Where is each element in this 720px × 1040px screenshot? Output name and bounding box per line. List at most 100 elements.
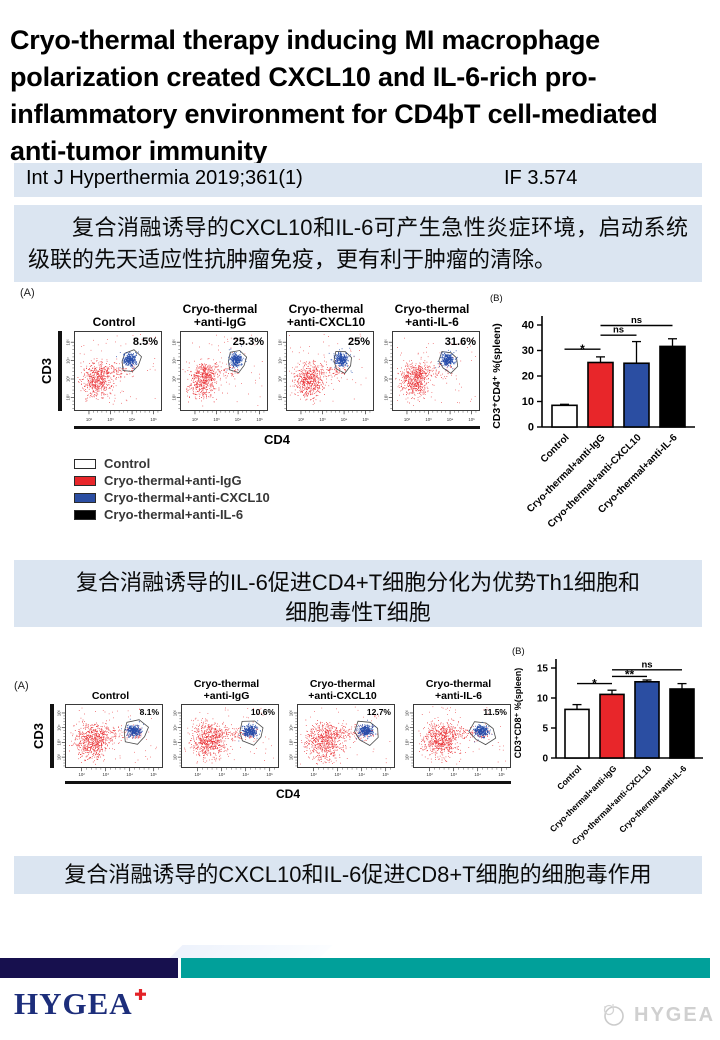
svg-text:10⁴: 10⁴ bbox=[126, 772, 133, 777]
legend-swatch-anti-il-6 bbox=[74, 509, 96, 520]
svg-text:10²: 10² bbox=[288, 753, 293, 760]
summary-text-3: 复合消融诱导的CXCL10和IL-6促进CD8+T细胞的细胞毒作用 bbox=[14, 856, 702, 894]
gate-polygon bbox=[468, 721, 497, 746]
svg-text:10³: 10³ bbox=[56, 739, 61, 746]
impact-factor: IF 3.574 bbox=[504, 167, 578, 189]
flow-plot-column: Cryo-thermal +anti-IgG 10² 10³ 10⁴ 10⁵ 10⁵ 10⁴… bbox=[170, 299, 270, 424]
legend-item: Cryo-thermal+anti-IL-6 bbox=[74, 506, 270, 523]
y-tick-label: 15 bbox=[537, 664, 549, 675]
watermark-text: HYGEA bbox=[634, 1003, 716, 1026]
flow-x-axis: CD4 bbox=[65, 781, 511, 801]
flow-cytometry-plot: 10² 10³ 10⁴ 10⁵ 10⁵ 10⁴ 10³ 10² 10.6% bbox=[172, 704, 279, 777]
flow-plot-title: Cryo-thermal +anti-CXCL10 bbox=[286, 302, 366, 330]
svg-text:10⁵: 10⁵ bbox=[172, 709, 177, 716]
bar bbox=[564, 708, 590, 759]
svg-text:10³: 10³ bbox=[425, 417, 432, 422]
gate-polygon bbox=[228, 350, 248, 374]
gate-percentage: 8.5% bbox=[133, 336, 158, 348]
svg-text:10⁵: 10⁵ bbox=[256, 417, 263, 422]
blue-gated-population bbox=[238, 720, 261, 742]
figure-2: (A) CD3 Control 10² 10³ 10⁴ 10⁵ 10⁵ 10⁴ 10³ 10² 8… bbox=[10, 640, 710, 854]
svg-text:10²: 10² bbox=[192, 417, 199, 422]
svg-text:10⁴: 10⁴ bbox=[288, 724, 293, 731]
legend-swatch-anti-igg bbox=[74, 475, 96, 486]
svg-text:10³: 10³ bbox=[319, 417, 326, 422]
gate-polygon bbox=[354, 720, 379, 746]
red-scatter-population bbox=[184, 707, 274, 764]
legend-swatch-anti-cxcl10 bbox=[74, 492, 96, 503]
flow-x-axis: CD4 bbox=[74, 426, 480, 447]
svg-text:10³: 10³ bbox=[383, 375, 388, 382]
flow-plot-title: Cryo-thermal +anti-CXCL10 bbox=[308, 678, 377, 702]
svg-text:10⁵: 10⁵ bbox=[404, 709, 409, 716]
svg-text:10²: 10² bbox=[195, 772, 202, 777]
flow-cytometry-plot: 10² 10³ 10⁴ 10⁵ 10⁵ 10⁴ 10³ 10² 11.5% bbox=[404, 704, 511, 777]
gate-percentage: 12.7% bbox=[367, 707, 392, 717]
blue-gated-population bbox=[226, 345, 247, 371]
significance-label: ns bbox=[631, 315, 642, 326]
figure-1: (A) CD3 Control 10² 10³ 10⁴ 10⁵ 10⁵ 10⁴ 10³ 10² 8… bbox=[10, 283, 710, 547]
y-axis-bar bbox=[50, 704, 54, 768]
bar bbox=[659, 345, 686, 428]
y-tick-label: 0 bbox=[528, 422, 534, 434]
svg-text:10⁴: 10⁴ bbox=[404, 724, 409, 731]
svg-text:10²: 10² bbox=[277, 394, 282, 401]
svg-text:10⁴: 10⁴ bbox=[129, 417, 136, 422]
svg-text:10³: 10³ bbox=[277, 375, 282, 382]
plot-frame bbox=[65, 704, 163, 768]
flow-plot-column: Cryo-thermal +anti-IL-6 10² 10³ 10⁴ 10⁵ 10⁵ 10… bbox=[404, 676, 513, 779]
legend-item: Cryo-thermal+anti-CXCL10 bbox=[74, 489, 270, 506]
citation-bar: Int J Hyperthermia 2019;361(1) IF 3.574 bbox=[14, 163, 702, 197]
gate-polygon bbox=[333, 351, 352, 374]
svg-text:10³: 10³ bbox=[219, 772, 226, 777]
y-tick-label: 10 bbox=[522, 396, 534, 408]
svg-text:10⁵: 10⁵ bbox=[150, 417, 157, 422]
bar-category-label: Cryo-thermal+anti-IL-6 bbox=[617, 763, 689, 835]
significance-label: * bbox=[592, 677, 597, 691]
flow-plot-column: Cryo-thermal +anti-CXCL10 10² 10³ 10⁴ 10⁵ 10⁵… bbox=[276, 299, 376, 424]
svg-text:10⁵: 10⁵ bbox=[171, 339, 176, 346]
bar-category-label: Cryo-thermal+anti-IgG bbox=[548, 763, 619, 834]
svg-text:10⁴: 10⁴ bbox=[172, 724, 177, 731]
gate-percentage: 25% bbox=[348, 336, 370, 348]
blue-gated-population bbox=[468, 721, 493, 743]
x-axis-bar bbox=[65, 781, 511, 784]
svg-text:10³: 10³ bbox=[171, 375, 176, 382]
gate-polygon bbox=[121, 349, 142, 372]
flow-cytometry-plot: 10² 10³ 10⁴ 10⁵ 10⁵ 10⁴ 10³ 10² 12.7% bbox=[288, 704, 395, 777]
svg-text:10⁵: 10⁵ bbox=[150, 772, 157, 777]
flow-cytometry-plot: 10² 10³ 10⁴ 10⁵ 10⁵ 10⁴ 10³ 10² 8.1% bbox=[56, 704, 163, 777]
flow-plot-title: Control bbox=[91, 689, 130, 702]
svg-text:10²: 10² bbox=[404, 753, 409, 760]
gate-polygon bbox=[438, 351, 459, 374]
panel-b-label: (B) bbox=[490, 293, 503, 304]
svg-text:10⁵: 10⁵ bbox=[288, 709, 293, 716]
blue-gated-population bbox=[116, 351, 139, 370]
brand-logo: HYGEA bbox=[14, 986, 146, 1022]
gate-percentage: 25.3% bbox=[233, 336, 264, 348]
svg-text:10²: 10² bbox=[86, 417, 93, 422]
svg-text:10³: 10³ bbox=[172, 739, 177, 746]
page-title: Cryo-thermal therapy inducing MI macroph… bbox=[10, 25, 658, 167]
svg-text:10⁵: 10⁵ bbox=[65, 339, 70, 346]
bar-category-label: Control bbox=[555, 763, 583, 791]
bar bbox=[634, 680, 660, 759]
x-axis-label: CD4 bbox=[263, 432, 290, 447]
chart-y-axis-label: CD3⁺CD8⁺ %(spleen) bbox=[513, 668, 523, 759]
svg-text:10³: 10³ bbox=[404, 739, 409, 746]
svg-text:10²: 10² bbox=[171, 394, 176, 401]
flow-cytometry-plot: 10² 10³ 10⁴ 10⁵ 10⁵ 10⁴ 10³ 10² 31.6% bbox=[383, 331, 480, 422]
journal-citation: Int J Hyperthermia 2019;361(1) bbox=[26, 167, 303, 189]
svg-text:10³: 10³ bbox=[103, 772, 110, 777]
svg-text:10²: 10² bbox=[298, 417, 305, 422]
flow-cytometry-plot: 10² 10³ 10⁴ 10⁵ 10⁵ 10⁴ 10³ 10² 8.5% bbox=[65, 331, 162, 422]
svg-text:10⁵: 10⁵ bbox=[56, 709, 61, 716]
svg-text:10²: 10² bbox=[383, 394, 388, 401]
bar bbox=[551, 404, 578, 428]
legend-swatch-control bbox=[74, 458, 96, 469]
svg-text:10⁵: 10⁵ bbox=[468, 417, 475, 422]
plot-frame bbox=[74, 331, 162, 411]
